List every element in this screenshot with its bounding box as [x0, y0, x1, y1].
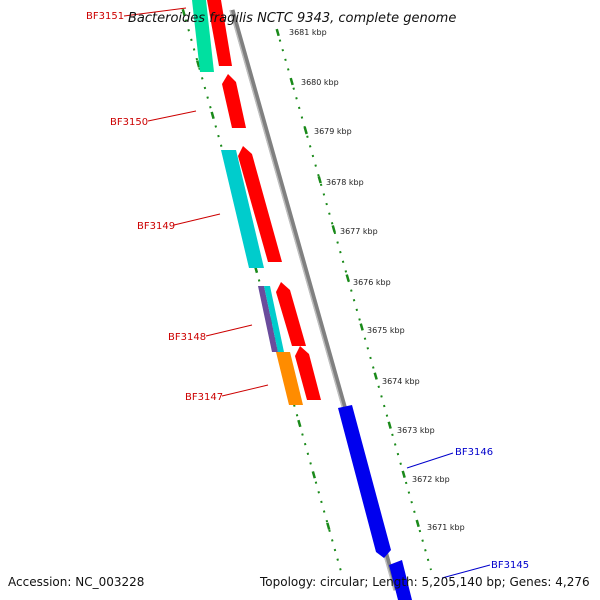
tick-label: 3681 kbp [289, 28, 327, 37]
gene-bf3150-arrow[interactable] [222, 74, 246, 128]
major-tick-mark [331, 225, 336, 233]
leader-bf3147 [221, 384, 269, 397]
gene-bf3148-arrow[interactable] [276, 282, 306, 346]
major-tick-mark [181, 8, 186, 17]
gene-label-bf3146[interactable]: BF3146 [455, 447, 493, 458]
accession-text: Accession: NC_003228 [8, 575, 144, 589]
tick-label: 3671 kbp [427, 523, 465, 532]
tick-ruler [181, 8, 432, 576]
gene-label-bf3150[interactable]: BF3150 [110, 117, 148, 128]
major-tick-mark [303, 126, 308, 135]
tick-label: 3678 kbp [326, 178, 364, 187]
genome-summary-text: Topology: circular; Length: 5,205,140 bp… [259, 575, 590, 589]
leader-bf3148 [205, 324, 253, 337]
gene-label-bf3149[interactable]: BF3149 [137, 221, 175, 232]
major-tick-mark [196, 60, 201, 68]
gene-bf3149-cog[interactable] [221, 150, 264, 268]
tick-label: 3674 kbp [382, 377, 420, 386]
leader-bf3151 [123, 7, 187, 17]
major-tick-mark [415, 519, 420, 528]
map-title: Bacteroides fragilis NCTC 9343, complete… [128, 11, 456, 26]
outer-tick-guide [276, 29, 432, 571]
leader-bf3146 [406, 452, 454, 469]
label-leaders [123, 7, 491, 579]
major-tick-mark [359, 323, 364, 331]
gene-label-bf3145[interactable]: BF3145 [491, 560, 529, 571]
major-tick-mark [311, 471, 316, 479]
gene-bf3151-arrow[interactable] [207, 0, 232, 66]
gene-bf3148-cog-b[interactable] [264, 286, 284, 352]
major-tick-mark [289, 77, 294, 86]
gene-bf3146-arrow[interactable] [338, 405, 391, 558]
major-tick-mark [275, 28, 280, 37]
gene-bf3147-cog[interactable] [276, 352, 303, 405]
major-tick-mark [317, 176, 322, 184]
leader-bf3150 [147, 110, 197, 122]
major-tick-mark [401, 470, 406, 478]
gene-bf3148-cog-a[interactable] [258, 286, 278, 352]
gene-label-bf3148[interactable]: BF3148 [168, 332, 206, 343]
tick-label: 3672 kbp [412, 475, 450, 484]
major-tick-mark [297, 419, 302, 428]
tick-label: 3675 kbp [367, 326, 405, 335]
tick-label: 3676 kbp [353, 278, 391, 287]
cog-track [192, 0, 303, 405]
tick-label: 3679 kbp [314, 127, 352, 136]
major-tick-mark [326, 522, 331, 530]
tick-label: 3673 kbp [397, 426, 435, 435]
tick-label: 3677 kbp [340, 227, 378, 236]
leader-bf3149 [173, 213, 221, 226]
gene-track-reverse [207, 0, 321, 400]
tick-labels: 3681 kbp 3680 kbp 3679 kbp 3678 kbp 3677… [289, 28, 465, 532]
gene-bf3151-cog[interactable] [192, 0, 214, 72]
gene-label-bf3151[interactable]: BF3151 [86, 11, 124, 22]
tick-label: 3680 kbp [301, 78, 339, 87]
gene-labels: BF3151 BF3150 BF3149 BF3148 BF3147 BF314… [86, 11, 529, 571]
gene-bf3145-arrow[interactable] [389, 560, 412, 600]
gene-track-forward [338, 405, 412, 600]
major-tick-mark [345, 274, 350, 282]
major-tick-mark [373, 372, 378, 380]
gene-bf3149-arrow[interactable] [238, 146, 282, 262]
leader-bf3145 [441, 564, 491, 579]
major-tick-mark [210, 111, 215, 120]
gene-bf3147-arrow[interactable] [295, 346, 321, 400]
gene-label-bf3147[interactable]: BF3147 [185, 392, 223, 403]
major-tick-mark [387, 421, 392, 429]
